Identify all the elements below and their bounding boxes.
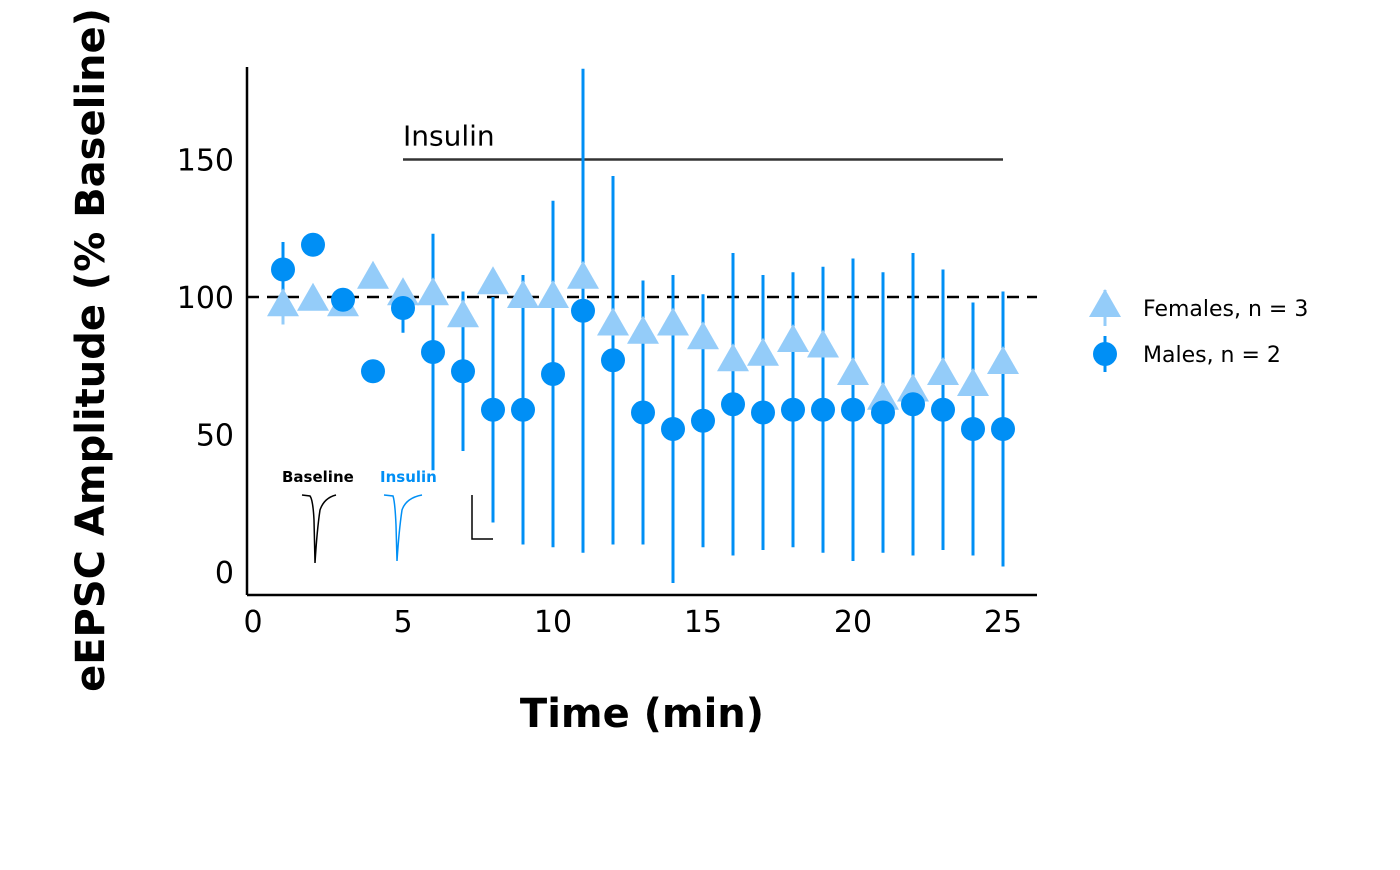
male-data-point — [901, 392, 925, 417]
female-data-point — [987, 346, 1019, 374]
inset-insulin-label: Insulin — [380, 468, 437, 486]
male-data-point — [811, 397, 835, 422]
trace-inset: Baseline Insulin — [282, 468, 493, 564]
female-data-point — [387, 277, 419, 306]
male-data-point — [541, 362, 565, 386]
female-data-point — [477, 266, 509, 295]
female-data-point — [357, 260, 389, 289]
legend-females-label: Females, n = 3 — [1143, 297, 1308, 322]
female-data-point — [267, 288, 299, 317]
female-data-point — [537, 280, 569, 308]
male-data-point — [631, 400, 655, 425]
male-data-point — [421, 340, 445, 364]
y-tick-label: 150 — [177, 144, 234, 179]
legend-males-circle-icon — [1093, 342, 1117, 366]
male-data-point — [991, 417, 1015, 441]
male-data-point — [841, 397, 865, 422]
male-data-point — [601, 348, 625, 373]
y-tick-label: 100 — [177, 281, 234, 316]
male-data-point — [391, 296, 415, 320]
male-data-point — [451, 359, 475, 384]
x-tick-label: 15 — [684, 605, 722, 640]
male-data-point — [301, 232, 325, 257]
y-tick-label: 50 — [196, 419, 234, 454]
male-data-point — [271, 257, 295, 282]
x-tick-group: 0 5 10 15 20 25 — [243, 605, 1022, 640]
legend-females-triangle-icon — [1089, 289, 1121, 317]
female-data-point — [807, 329, 839, 358]
female-data-point — [447, 299, 479, 328]
male-data-point — [751, 400, 775, 425]
female-data-point — [957, 368, 989, 396]
legend-males-label: Males, n = 2 — [1143, 343, 1281, 368]
x-tick-label: 0 — [243, 605, 262, 640]
female-data-point — [297, 282, 329, 311]
scale-bar — [471, 495, 493, 540]
x-axis-title: Time (min) — [520, 691, 764, 737]
y-tick-group: 0 50 100 150 — [177, 144, 234, 592]
x-tick-label: 25 — [984, 605, 1022, 640]
y-tick-label: 0 — [215, 556, 234, 591]
baseline-trace — [301, 494, 337, 564]
male-data-point — [931, 397, 955, 422]
y-axis-title: eEPSC Amplitude (% Baseline) — [68, 8, 114, 692]
male-data-point — [661, 417, 685, 441]
male-data-point — [481, 397, 505, 422]
female-data-point — [867, 381, 899, 410]
male-data-point — [361, 359, 385, 384]
male-data-point — [331, 287, 355, 312]
female-data-point — [837, 357, 869, 385]
female-data-point — [927, 357, 959, 385]
male-data-point — [721, 392, 745, 417]
inset-baseline-label: Baseline — [282, 468, 354, 486]
female-data-point — [657, 307, 689, 336]
female-data-point — [597, 307, 629, 336]
male-data-point — [871, 400, 895, 425]
x-tick-label: 10 — [534, 605, 572, 640]
female-data-point — [567, 260, 599, 289]
x-tick-label: 20 — [834, 605, 872, 640]
female-data-point — [897, 373, 929, 402]
male-data-point — [571, 298, 595, 323]
male-data-point — [961, 417, 985, 441]
female-data-point — [777, 324, 809, 352]
insulin-trace — [383, 494, 423, 562]
x-tick-label: 5 — [393, 605, 412, 640]
female-data-point — [687, 321, 719, 350]
female-data-point — [417, 277, 449, 306]
insulin-annotation-label: Insulin — [403, 120, 495, 153]
female-data-point — [747, 337, 779, 366]
male-data-point — [691, 408, 715, 433]
legend: Females, n = 3 Males, n = 2 — [1089, 289, 1308, 372]
female-data-point — [627, 315, 659, 344]
female-data-point — [717, 343, 749, 372]
female-data-point — [507, 280, 539, 308]
marker-group — [267, 232, 1019, 441]
male-data-point — [511, 397, 535, 422]
male-data-point — [781, 397, 805, 422]
